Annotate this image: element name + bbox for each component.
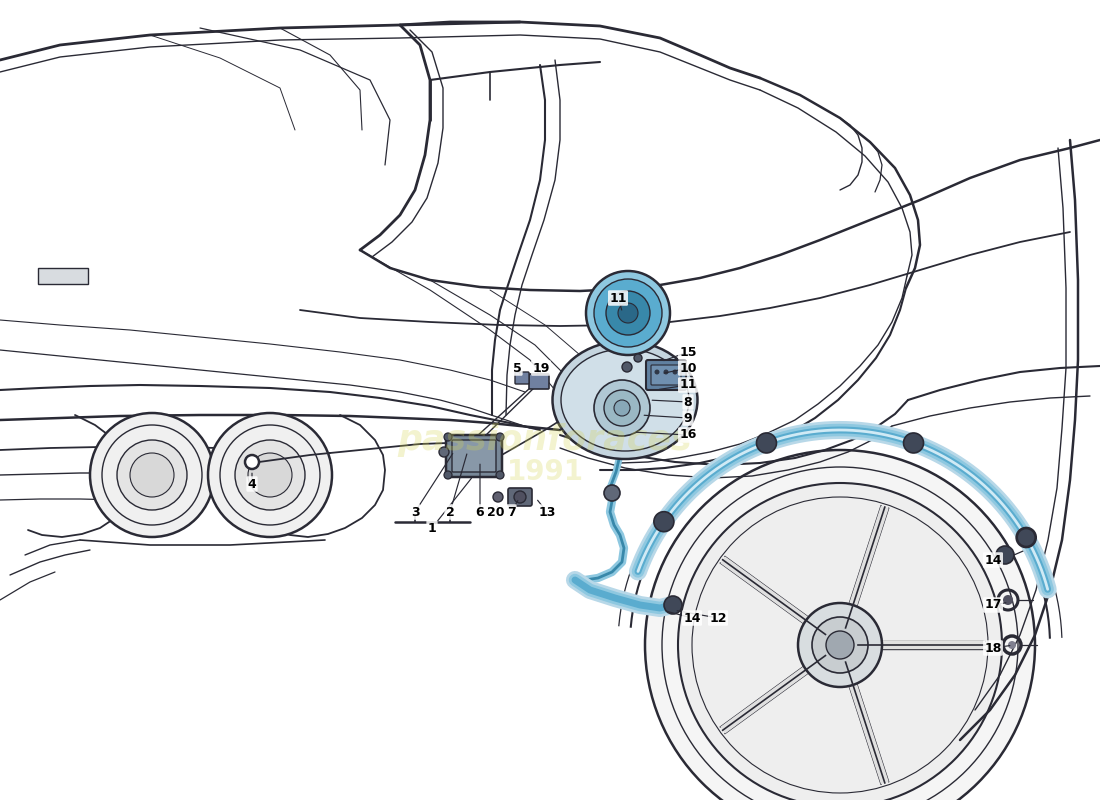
Circle shape bbox=[618, 303, 638, 323]
Circle shape bbox=[634, 354, 642, 362]
Text: 15: 15 bbox=[680, 346, 696, 358]
Circle shape bbox=[586, 271, 670, 355]
Text: 17: 17 bbox=[984, 598, 1002, 611]
Text: 9: 9 bbox=[684, 411, 692, 425]
Circle shape bbox=[1018, 529, 1035, 546]
FancyBboxPatch shape bbox=[651, 365, 681, 385]
Circle shape bbox=[496, 433, 504, 441]
Circle shape bbox=[594, 279, 662, 347]
Circle shape bbox=[1008, 641, 1016, 649]
Text: 13: 13 bbox=[538, 506, 556, 518]
Ellipse shape bbox=[561, 349, 689, 451]
Circle shape bbox=[903, 433, 924, 453]
Text: 5: 5 bbox=[513, 362, 521, 374]
Circle shape bbox=[645, 450, 1035, 800]
Text: 11: 11 bbox=[609, 291, 627, 305]
Circle shape bbox=[1003, 595, 1013, 605]
Text: 8: 8 bbox=[684, 395, 692, 409]
Text: 12: 12 bbox=[710, 611, 727, 625]
Text: 3: 3 bbox=[410, 506, 419, 518]
Circle shape bbox=[245, 455, 258, 469]
Text: 11: 11 bbox=[680, 378, 696, 391]
FancyBboxPatch shape bbox=[508, 488, 532, 506]
Circle shape bbox=[90, 413, 214, 537]
Text: 2: 2 bbox=[446, 506, 454, 518]
Text: 20: 20 bbox=[487, 506, 505, 518]
Circle shape bbox=[439, 447, 449, 457]
FancyBboxPatch shape bbox=[646, 360, 686, 390]
Circle shape bbox=[654, 370, 660, 374]
Circle shape bbox=[496, 471, 504, 479]
Circle shape bbox=[672, 370, 678, 374]
Circle shape bbox=[798, 603, 882, 687]
Circle shape bbox=[604, 390, 640, 426]
Circle shape bbox=[663, 370, 669, 374]
Circle shape bbox=[514, 491, 526, 503]
Circle shape bbox=[208, 413, 332, 537]
Bar bbox=[39, 268, 88, 284]
FancyBboxPatch shape bbox=[446, 435, 502, 477]
Circle shape bbox=[653, 512, 674, 532]
Text: 4: 4 bbox=[248, 478, 256, 490]
Circle shape bbox=[826, 631, 854, 659]
Text: 1: 1 bbox=[428, 522, 437, 534]
Text: 14: 14 bbox=[683, 611, 701, 625]
Text: 7: 7 bbox=[507, 506, 516, 518]
Circle shape bbox=[678, 483, 1002, 800]
FancyBboxPatch shape bbox=[452, 440, 496, 472]
Text: 6: 6 bbox=[475, 506, 484, 518]
Circle shape bbox=[606, 291, 650, 335]
Text: 19: 19 bbox=[532, 362, 550, 374]
Circle shape bbox=[604, 485, 620, 501]
Circle shape bbox=[621, 362, 632, 372]
Circle shape bbox=[664, 596, 682, 614]
Circle shape bbox=[594, 380, 650, 436]
Text: 14: 14 bbox=[984, 554, 1002, 566]
Circle shape bbox=[493, 492, 503, 502]
Circle shape bbox=[444, 471, 452, 479]
Ellipse shape bbox=[552, 341, 697, 459]
Circle shape bbox=[248, 453, 292, 497]
Text: 10: 10 bbox=[680, 362, 696, 374]
Circle shape bbox=[444, 433, 452, 441]
Circle shape bbox=[614, 400, 630, 416]
FancyBboxPatch shape bbox=[515, 372, 529, 384]
FancyBboxPatch shape bbox=[529, 374, 549, 389]
Circle shape bbox=[757, 433, 777, 453]
Circle shape bbox=[235, 440, 305, 510]
Circle shape bbox=[812, 617, 868, 673]
Circle shape bbox=[1016, 527, 1036, 547]
Text: 1991: 1991 bbox=[506, 458, 583, 486]
Text: 16: 16 bbox=[680, 429, 696, 442]
Text: passionforaces: passionforaces bbox=[398, 423, 692, 457]
Circle shape bbox=[130, 453, 174, 497]
Circle shape bbox=[117, 440, 187, 510]
Circle shape bbox=[996, 546, 1014, 564]
Text: 18: 18 bbox=[984, 642, 1002, 654]
